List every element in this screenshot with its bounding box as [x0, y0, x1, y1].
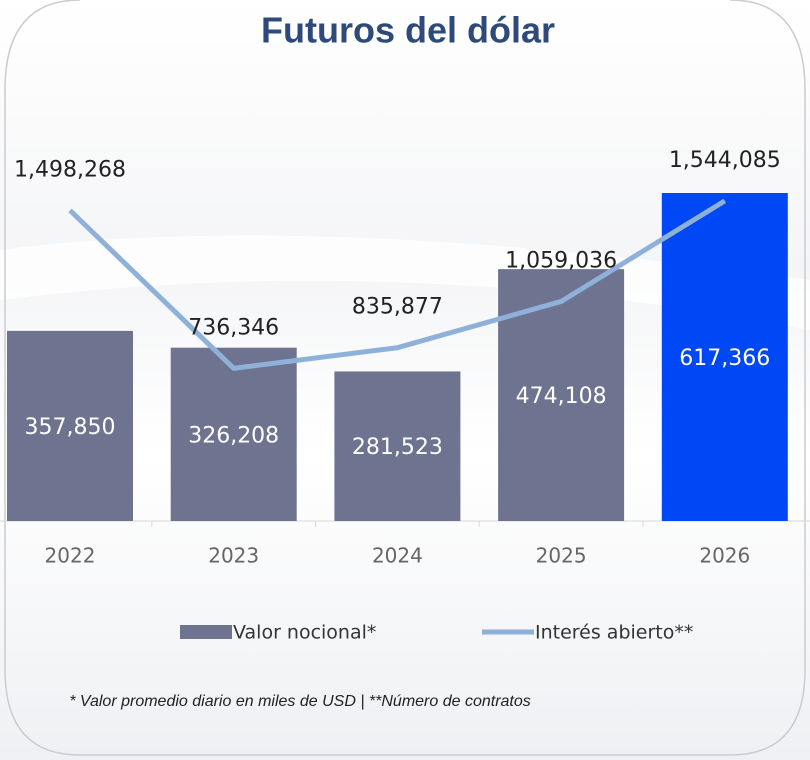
bar [170, 347, 297, 521]
legend-swatch [180, 625, 232, 639]
bar-value-label: 281,523 [352, 435, 443, 460]
bar [661, 193, 788, 522]
chart-title: Futuros del dólar [261, 10, 555, 51]
x-tick-label: 2025 [536, 544, 587, 568]
line-value-label: 1,544,085 [669, 148, 781, 173]
line-value-label: 1,498,268 [14, 157, 126, 182]
bar-value-label: 617,366 [679, 346, 770, 371]
line-value-label: 1,059,036 [505, 248, 617, 273]
line-value-label: 736,346 [188, 315, 279, 340]
x-tick-label: 2022 [45, 544, 96, 568]
frame [4, 0, 806, 756]
bar [334, 371, 461, 521]
bar-value-label: 474,108 [516, 384, 607, 409]
line-value-label: 835,877 [352, 295, 443, 320]
legend-label: Interés abierto** [535, 622, 693, 644]
bar-value-label: 326,208 [188, 423, 279, 448]
footnote: * Valor promedio diario en miles de USD … [69, 693, 531, 710]
x-tick-label: 2023 [208, 544, 259, 568]
bar-value-label: 357,850 [25, 415, 116, 440]
x-tick-label: 2024 [372, 544, 423, 568]
bar [7, 330, 133, 521]
x-tick-label: 2026 [699, 544, 750, 568]
swoosh [0, 235, 810, 330]
line [68, 198, 727, 371]
legend-label: Valor nocional* [233, 622, 376, 644]
